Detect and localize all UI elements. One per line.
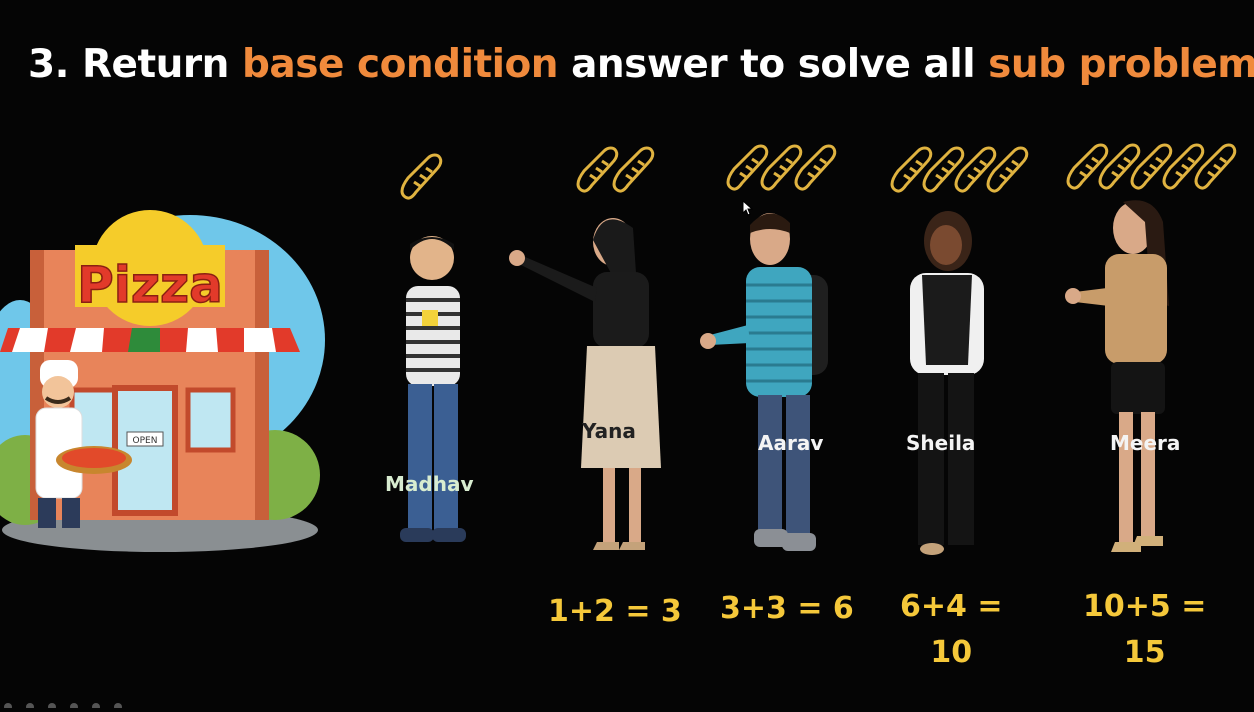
person-aarav-figure <box>700 205 850 561</box>
bread-group-sheila <box>888 145 1030 197</box>
name-madhav: Madhav <box>385 472 474 496</box>
shop-sign-text: Pizza <box>77 256 223 314</box>
sum-meera-line1: 10+5 = <box>1083 589 1207 624</box>
slide-nav-dots <box>0 693 160 711</box>
bread-group-meera <box>1064 142 1240 194</box>
name-sheila: Sheila <box>906 431 976 455</box>
mouse-cursor-icon <box>742 199 754 220</box>
person-sheila-figure <box>898 205 998 561</box>
sum-meera: 10+5 = 15 <box>1083 584 1206 676</box>
sum-meera-line2: 15 <box>1123 635 1166 670</box>
bread-icon <box>612 146 655 193</box>
sum-sheila-line2: 10 <box>930 635 973 670</box>
title-highlight-base-condition: base condition <box>242 42 559 87</box>
bread-icon <box>1130 143 1173 190</box>
sum-sheila: 6+4 = 10 <box>900 584 1002 676</box>
bread-icon <box>760 144 803 191</box>
bread-icon <box>576 146 619 193</box>
bread-icon <box>1162 143 1205 190</box>
person-yana-figure <box>505 210 665 562</box>
bread-icon <box>1066 143 1109 190</box>
bread-icon <box>400 153 443 200</box>
bread-icon <box>1098 143 1141 190</box>
bread-icon <box>890 146 933 193</box>
person-madhav-figure <box>382 228 482 557</box>
bread-icon <box>954 146 997 193</box>
sum-sheila-line1: 6+4 = <box>900 589 1003 624</box>
title-prefix: 3. Return <box>28 42 242 87</box>
bread-icon <box>794 144 837 191</box>
title-middle: answer to solve all <box>558 42 989 87</box>
bread-icon <box>1194 143 1237 190</box>
bread-icon <box>922 146 965 193</box>
name-meera: Meera <box>1110 431 1181 455</box>
door-sign-text: OPEN <box>133 436 158 446</box>
pizza-shop-illustration: Pizza OPEN <box>0 210 330 559</box>
title-highlight-sub-problems: sub problems <box>988 42 1254 87</box>
bread-group-yana <box>574 145 658 197</box>
name-aarav: Aarav <box>758 431 824 455</box>
slide-title: 3. Return base condition answer to solve… <box>28 42 1254 87</box>
bread-group-madhav <box>398 152 448 204</box>
sum-aarav: 3+3 = 6 <box>720 591 854 626</box>
sum-yana: 1+2 = 3 <box>548 594 682 629</box>
bread-icon <box>986 146 1029 193</box>
name-yana: Yana <box>582 419 636 443</box>
bread-group-aarav <box>724 143 840 195</box>
bread-icon <box>726 144 769 191</box>
person-meera-figure <box>1065 196 1185 570</box>
